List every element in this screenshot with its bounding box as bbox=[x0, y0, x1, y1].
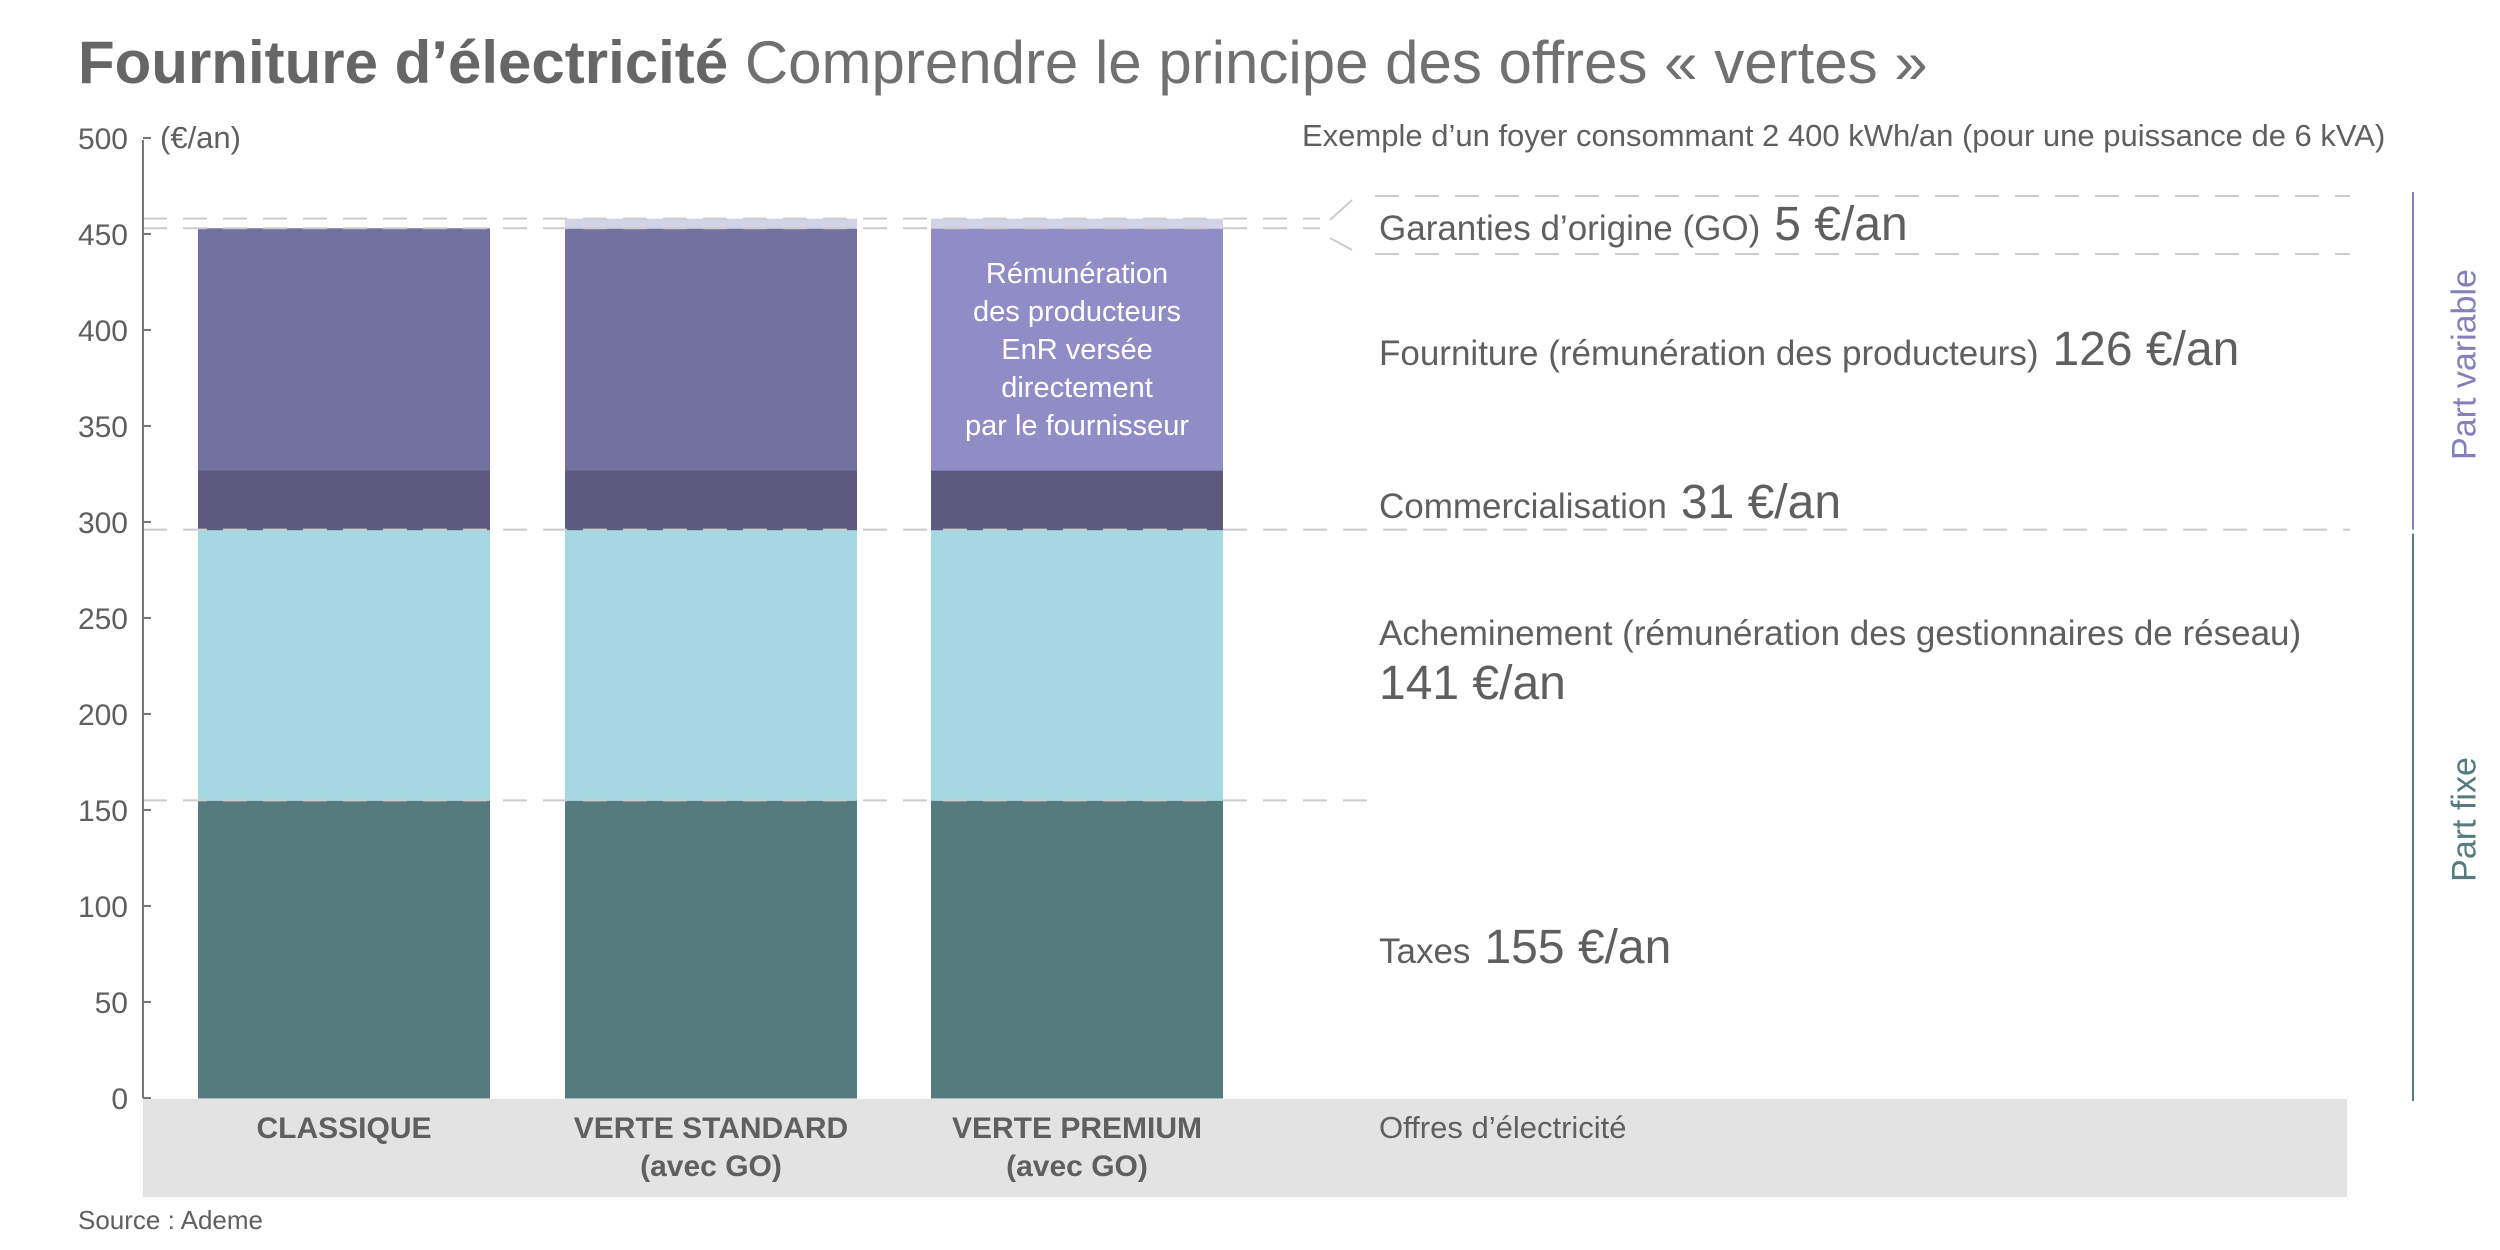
y-tick-label: 450 bbox=[78, 219, 128, 252]
label-fourniture: Fourniture (rémunération des producteurs… bbox=[1379, 322, 2239, 377]
premium-annotation: Rémunération des producteurs EnR versée … bbox=[931, 255, 1223, 445]
bar-segment-acheminement bbox=[198, 529, 490, 801]
label-acheminement: Acheminement (rémunération des gestionna… bbox=[1379, 614, 2301, 711]
label-acheminement-value: 141 €/an bbox=[1379, 657, 1566, 710]
label-commercialisation-value: 31 €/an bbox=[1680, 476, 1842, 529]
title-bold: Fourniture d’électricité bbox=[78, 29, 729, 96]
y-tick-label: 350 bbox=[78, 411, 128, 444]
y-tick-label: 250 bbox=[78, 603, 128, 636]
y-tick-label: 500 bbox=[78, 123, 128, 156]
source-note: Source : Ademe bbox=[78, 1205, 263, 1235]
bar-segment-commercialisation bbox=[198, 470, 490, 531]
annotation-line: des producteurs bbox=[973, 296, 1181, 328]
label-taxes-text: Taxes bbox=[1379, 932, 1471, 971]
label-taxes-value: 155 €/an bbox=[1484, 921, 1672, 974]
bar-segment-commercialisation bbox=[565, 470, 857, 531]
bar-segment-fourniture bbox=[565, 228, 857, 471]
category-label: CLASSIQUE bbox=[256, 1112, 431, 1145]
y-tick-label: 100 bbox=[78, 891, 128, 924]
category-label: VERTE STANDARD bbox=[574, 1112, 848, 1145]
label-acheminement-text: Acheminement (rémunération des gestionna… bbox=[1379, 614, 2302, 653]
bar-segment-fourniture bbox=[931, 228, 1223, 471]
label-go-text: Garanties d’origine (GO) bbox=[1379, 209, 1761, 248]
bracket-connector bbox=[1329, 237, 1353, 251]
label-commercialisation: Commercialisation 31 €/an bbox=[1379, 475, 1841, 530]
category-label: VERTE PREMIUM bbox=[952, 1112, 1202, 1145]
bar-segment-taxes bbox=[931, 800, 1223, 1099]
bracket-connector bbox=[1329, 199, 1353, 221]
example-note: Exemple d’un foyer consommant 2 400 kWh/… bbox=[1302, 118, 2386, 153]
annotation-line: par le fournisseur bbox=[964, 410, 1190, 442]
y-tick-label: 300 bbox=[78, 507, 128, 540]
bar-segment-acheminement bbox=[931, 529, 1223, 801]
category-band bbox=[143, 1099, 2347, 1197]
category-label: (avec GO) bbox=[640, 1150, 782, 1183]
y-tick-label: 0 bbox=[111, 1083, 128, 1116]
y-tick-label: 150 bbox=[78, 795, 128, 828]
label-commercialisation-text: Commercialisation bbox=[1379, 487, 1667, 526]
bar-segment-commercialisation bbox=[931, 470, 1223, 531]
x-axis-label: Offres d’électricité bbox=[1379, 1110, 1627, 1145]
annotation-line: EnR versée bbox=[1001, 334, 1153, 366]
category-label: (avec GO) bbox=[1006, 1150, 1148, 1183]
bar-segment-taxes bbox=[198, 800, 490, 1099]
annotation-line: directement bbox=[1001, 372, 1153, 404]
title-subtitle: Comprendre le principe des offres « vert… bbox=[744, 29, 1928, 96]
label-fourniture-value: 126 €/an bbox=[2052, 323, 2240, 376]
label-taxes: Taxes 155 €/an bbox=[1379, 920, 1671, 975]
label-go: Garanties d’origine (GO) 5 €/an bbox=[1379, 197, 1908, 252]
bar-segment-garanties bbox=[931, 218, 1223, 229]
y-tick-label: 200 bbox=[78, 699, 128, 732]
annotation-line: Rémunération bbox=[985, 258, 1169, 290]
label-fourniture-text: Fourniture (rémunération des producteurs… bbox=[1379, 334, 2039, 373]
y-axis-unit: (€/an) bbox=[160, 120, 241, 155]
y-tick-label: 400 bbox=[78, 315, 128, 348]
bar-segment-taxes bbox=[565, 800, 857, 1099]
bar-segment-fourniture bbox=[198, 228, 490, 471]
part-variable-label: Part variable bbox=[2445, 269, 2484, 460]
bar-segment-acheminement bbox=[565, 529, 857, 801]
y-tick-label: 50 bbox=[95, 987, 128, 1020]
page-title: Fourniture d’électricité Comprendre le p… bbox=[78, 28, 1928, 97]
label-go-value: 5 €/an bbox=[1774, 198, 1908, 251]
part-fixe-label: Part fixe bbox=[2445, 757, 2484, 882]
bar-segment-garanties bbox=[565, 218, 857, 229]
